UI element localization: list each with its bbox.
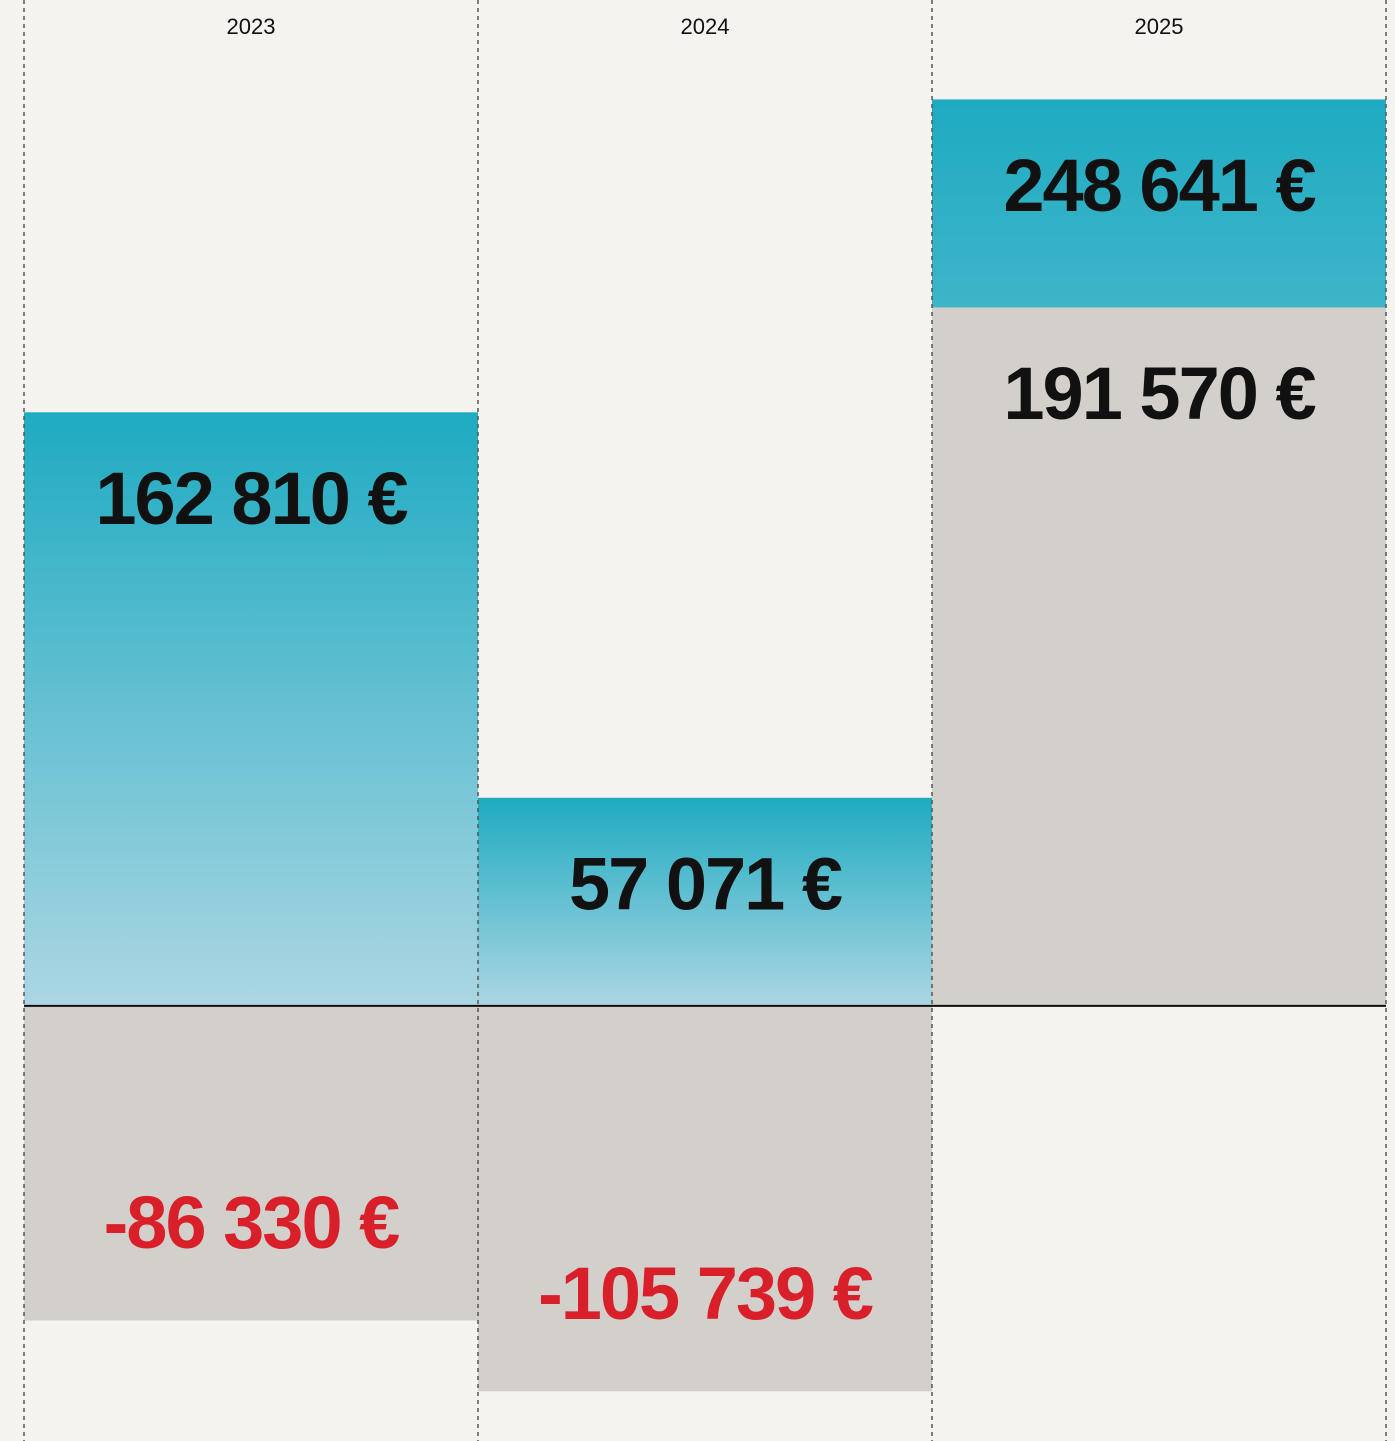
value-label: -105 739 €	[538, 1252, 873, 1335]
x-tick-label: 2023	[227, 14, 276, 39]
value-label: 248 641 €	[1003, 144, 1315, 227]
bar	[478, 1005, 932, 1392]
bar	[932, 307, 1386, 1006]
bar	[478, 797, 932, 1006]
value-label: 162 810 €	[95, 457, 407, 540]
bar	[24, 412, 478, 1006]
value-label: 57 071 €	[569, 842, 842, 925]
x-tick-label: 2025	[1135, 14, 1184, 39]
value-label: 191 570 €	[1003, 352, 1315, 435]
bar	[24, 1005, 478, 1321]
value-label: -86 330 €	[104, 1181, 400, 1264]
x-tick-label: 2024	[681, 14, 730, 39]
